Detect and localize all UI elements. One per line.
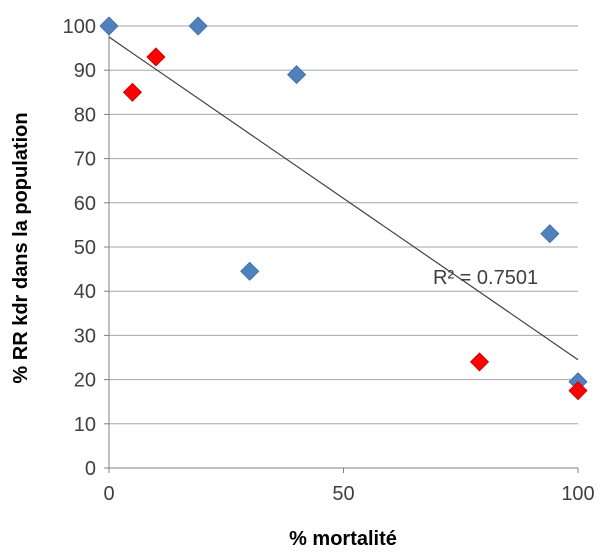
blue-data-point xyxy=(99,16,119,36)
red-data-point xyxy=(122,82,143,102)
y-tick-label: 60 xyxy=(74,193,96,215)
y-tick-label: 90 xyxy=(74,60,96,82)
blue-data-point xyxy=(240,261,260,281)
y-tick-label: 70 xyxy=(74,149,96,171)
y-tick-label: 50 xyxy=(74,237,96,259)
y-tick-label: 100 xyxy=(63,16,96,38)
x-axis-title: % mortalité xyxy=(289,528,397,550)
y-tick-label: 80 xyxy=(74,104,96,126)
blue-data-point xyxy=(188,16,208,36)
y-tick-label: 30 xyxy=(74,325,96,347)
trendline xyxy=(108,36,579,361)
y-tick-label: 40 xyxy=(74,281,96,303)
axes xyxy=(104,25,579,473)
y-tick-label: 20 xyxy=(74,370,96,392)
red-data-point xyxy=(469,352,490,372)
x-tick-label: 100 xyxy=(561,483,594,505)
blue-data-point xyxy=(540,224,560,244)
y-axis-title: % RR kdr dans la population xyxy=(10,112,32,383)
blue-data-point xyxy=(287,65,307,85)
red-data-point xyxy=(568,381,588,401)
trendline-layer xyxy=(108,36,579,361)
red-data-point xyxy=(146,47,166,67)
r-squared-annotation: R² = 0.7501 xyxy=(433,267,538,289)
y-tick-label: 10 xyxy=(74,414,96,436)
tick-labels: 0 10 20 30 40 50 60 70 80 90 100 0 50 100 xyxy=(63,16,595,505)
y-tick-label: 0 xyxy=(85,458,96,480)
gridlines xyxy=(109,25,578,425)
data-points xyxy=(99,16,588,401)
x-tick-label: 50 xyxy=(332,483,354,505)
x-tick-label: 0 xyxy=(103,483,114,505)
